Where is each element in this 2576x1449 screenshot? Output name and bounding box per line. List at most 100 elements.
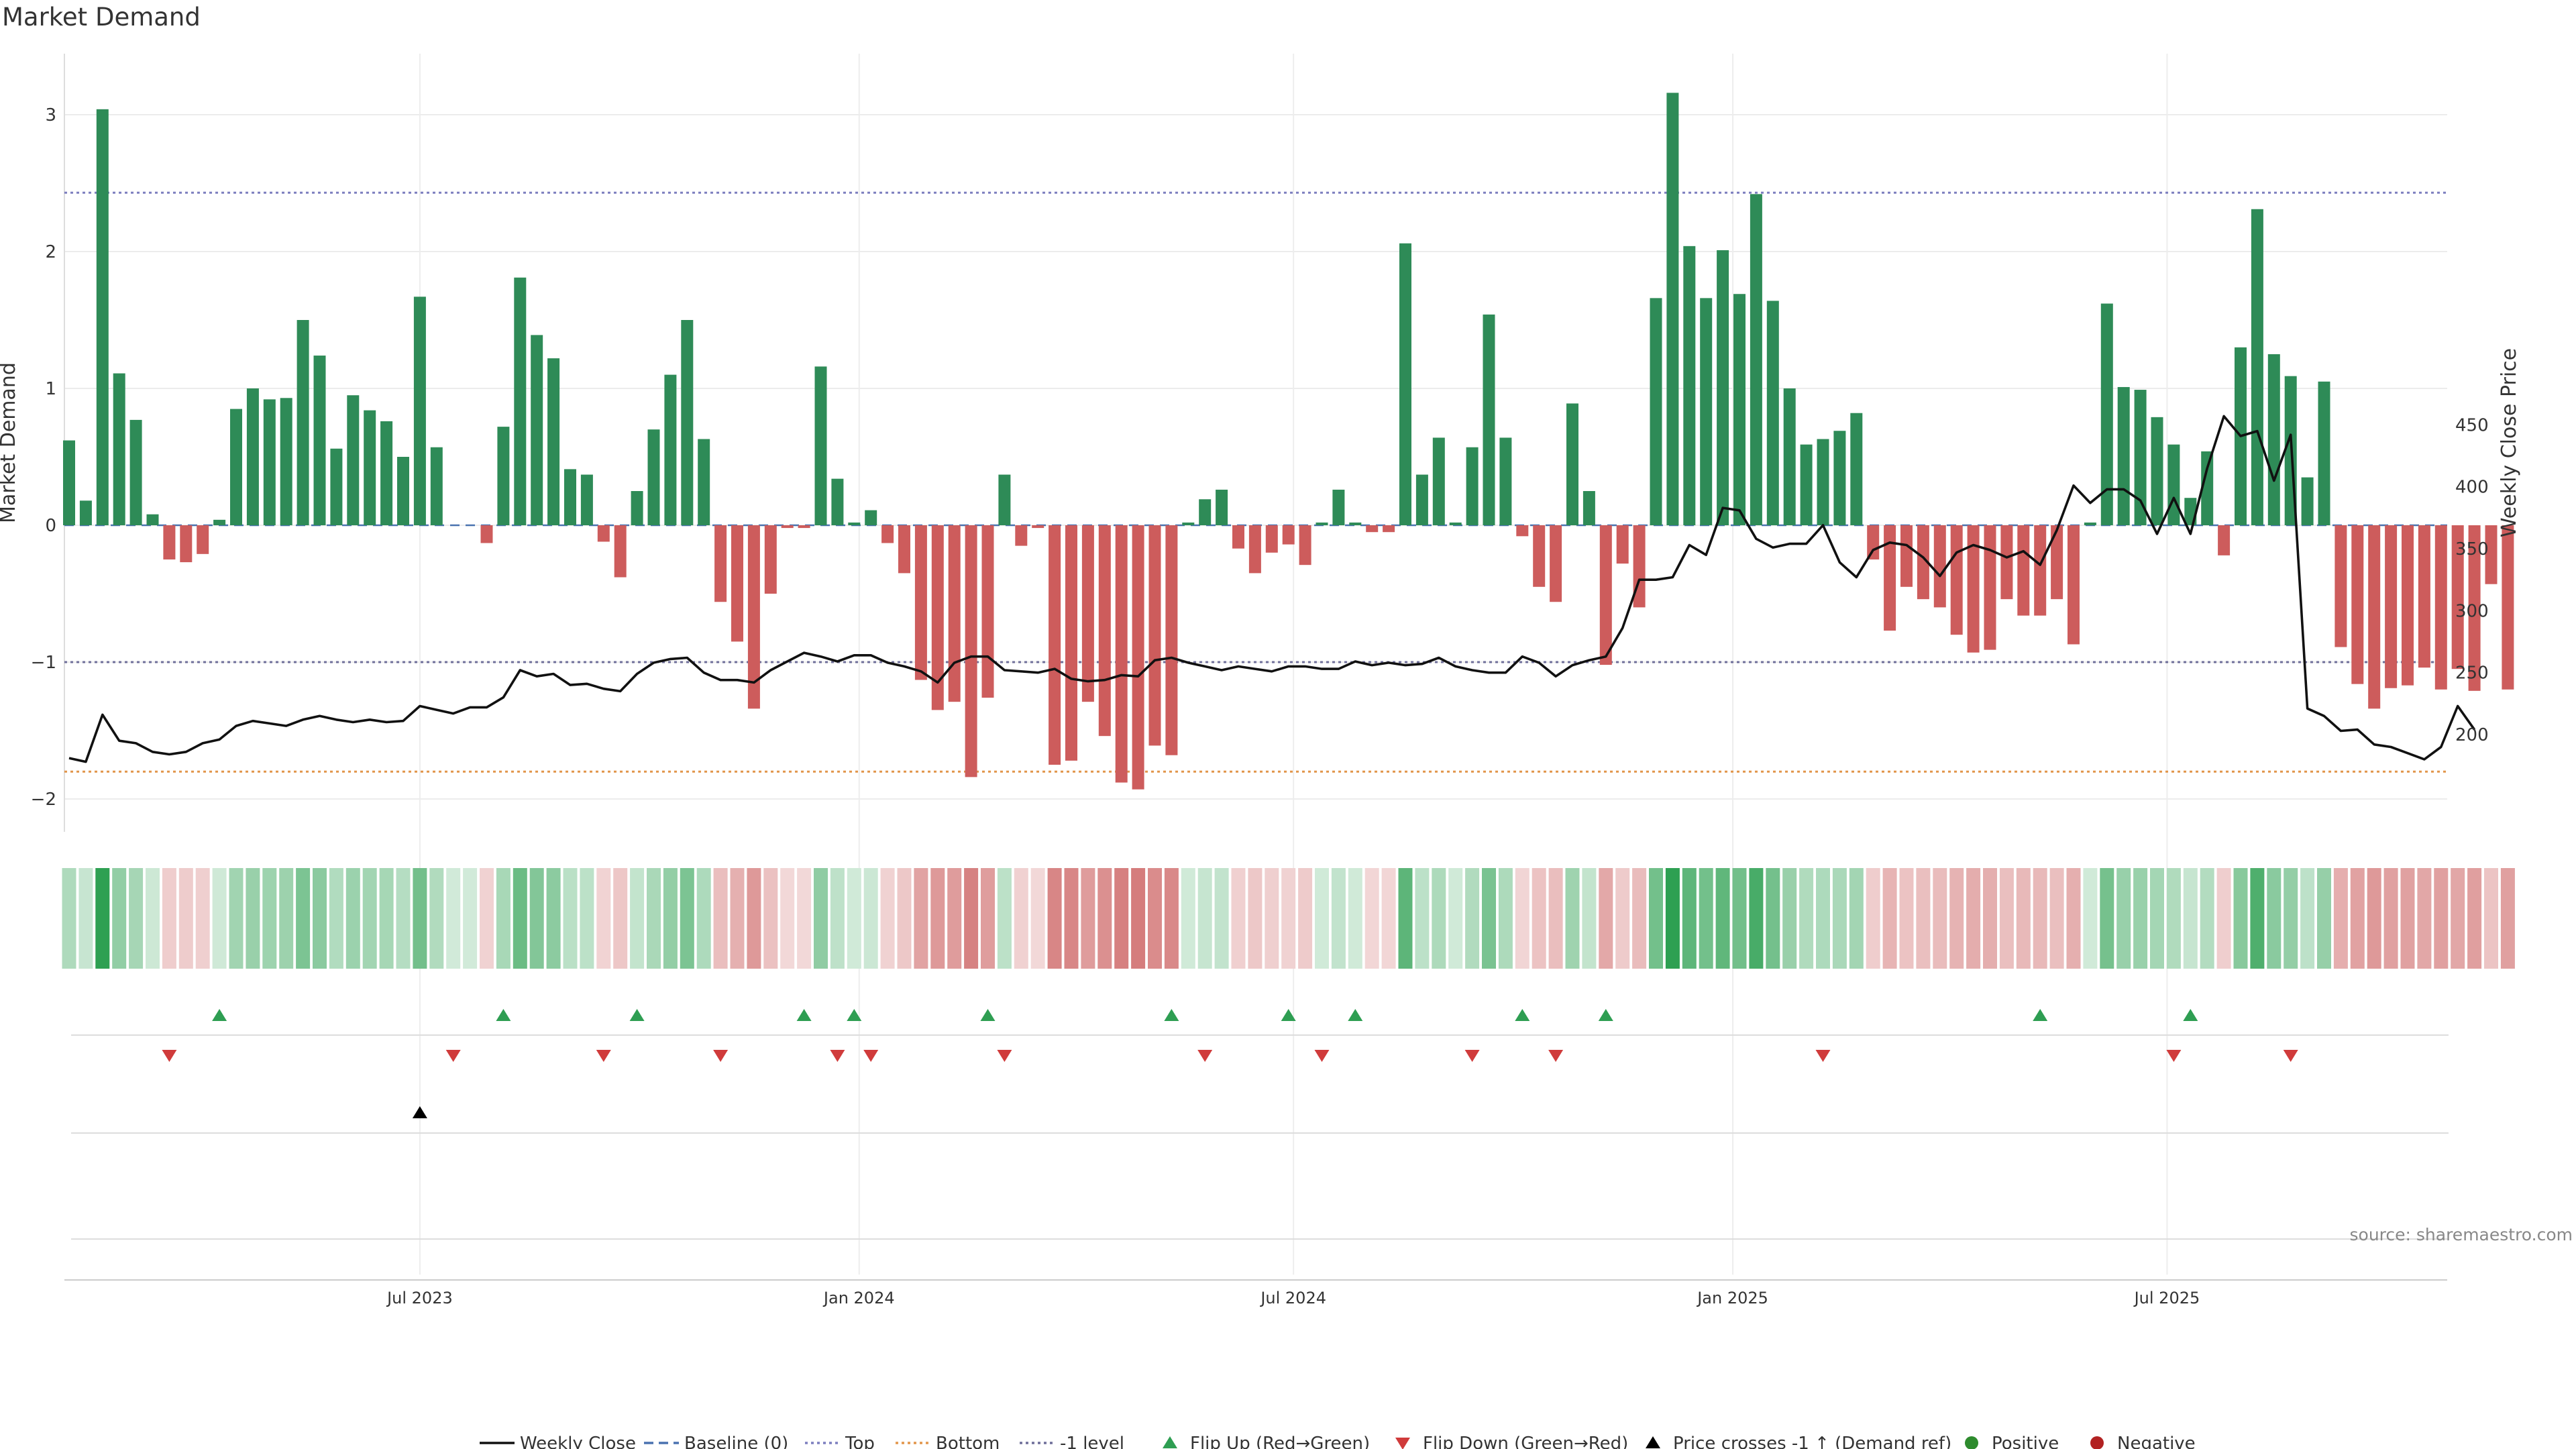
demand-bar (547, 358, 560, 525)
demand-bar (2051, 525, 2063, 600)
demand-bar (129, 419, 142, 525)
x-tick-label: Jan 2024 (822, 1289, 895, 1307)
heat-cell (1849, 868, 1864, 969)
x-axis: Jul 2023 Jan 2024 Jul 2024 Jan 2025 Jul 2025 (64, 1279, 2447, 1307)
demand-bar (497, 427, 510, 525)
demand-bar (1550, 525, 1562, 602)
heat-cell (1999, 868, 2014, 969)
heat-cell (1064, 868, 1079, 969)
demand-bar (230, 409, 242, 525)
demand-bar (1800, 444, 1813, 525)
legend-item: Baseline (0) (644, 1434, 788, 1449)
demand-bar (1750, 194, 1762, 525)
heat-cell (964, 868, 979, 969)
left-tick-label: 0 (45, 516, 56, 536)
demand-bar (197, 525, 209, 554)
demand-bar (1884, 525, 1896, 631)
heat-cell (1014, 868, 1028, 969)
demand-bar (1098, 525, 1111, 737)
demand-bar (2418, 525, 2430, 668)
heat-cell (1482, 868, 1496, 969)
demand-bar (1733, 294, 1746, 525)
legend-label: Price crosses -1 ↑ (Demand ref) (1673, 1434, 1951, 1449)
heat-cell (1649, 868, 1663, 969)
demand-bar (631, 491, 643, 525)
demand-bar (965, 525, 977, 777)
demand-bar (96, 109, 109, 526)
legend-label: Weekly Close (520, 1434, 636, 1449)
x-tick-label: Jul 2024 (1259, 1289, 1326, 1307)
heat-cell (1331, 868, 1346, 969)
heat-cell (1582, 868, 1597, 969)
heat-cell (2350, 868, 2365, 969)
heat-cell (1197, 868, 1212, 969)
demand-bar (1316, 522, 1328, 525)
heat-cell (2066, 868, 2081, 969)
heat-cell (2100, 868, 2114, 969)
demand-bar (1817, 439, 1829, 525)
demand-bar (2434, 525, 2447, 690)
legend-swatch (1646, 1436, 1660, 1448)
heat-cell (496, 868, 511, 969)
demand-bar (2151, 417, 2163, 525)
demand-bar (998, 474, 1011, 525)
demand-heat-strip (62, 868, 2515, 969)
heat-cell (1816, 868, 1830, 969)
heat-cell (663, 868, 678, 969)
heat-cell (2233, 868, 2248, 969)
demand-bar (1499, 437, 1512, 525)
heat-cell (563, 868, 578, 969)
heat-cell (1281, 868, 1296, 969)
heat-cell (1148, 868, 1162, 969)
demand-bar (1015, 525, 1028, 546)
heat-cell (1715, 868, 1730, 969)
demand-bar (1399, 243, 1411, 525)
heat-cell (1097, 868, 1112, 969)
demand-bar (681, 320, 694, 525)
heat-cell (880, 868, 895, 969)
demand-bar (2034, 525, 2047, 616)
demand-bar (1182, 522, 1195, 525)
demand-bar (2201, 451, 2214, 525)
heat-cell (680, 868, 694, 969)
heat-cell (1448, 868, 1463, 969)
demand-bar (781, 525, 794, 529)
heat-cell (1231, 868, 1246, 969)
demand-bar (848, 522, 861, 525)
demand-bar (764, 525, 777, 594)
demand-bar (931, 525, 944, 710)
demand-bar (1065, 525, 1077, 761)
heat-cell (1799, 868, 1814, 969)
flip-down-marker (863, 1050, 879, 1062)
heat-cell (546, 868, 561, 969)
right-tick-label: 200 (2455, 725, 2489, 745)
flip-down-marker (1815, 1050, 1831, 1062)
heat-cell (362, 868, 377, 969)
flip-up-marker (1164, 1009, 1179, 1021)
x-tick-label: Jul 2023 (386, 1289, 453, 1307)
heat-cell (2500, 868, 2515, 969)
demand-bar (614, 525, 627, 578)
demand-bar (380, 421, 393, 525)
heat-cell (580, 868, 594, 969)
heat-cell (1565, 868, 1580, 969)
legend-item: Price crosses -1 ↑ (Demand ref) (1646, 1434, 1951, 1449)
heat-cell (897, 868, 912, 969)
demand-bar (1483, 314, 1495, 525)
demand-bar (981, 525, 994, 698)
demand-bar (1717, 250, 1729, 525)
demand-bar (514, 277, 527, 525)
demand-bar (397, 457, 409, 525)
heat-cell (2200, 868, 2214, 969)
legend-item: Positive (1965, 1434, 2059, 1449)
heat-cell (2300, 868, 2315, 969)
demand-bar (798, 525, 810, 529)
demand-bar (1199, 499, 1212, 525)
flip-down-marker (1464, 1050, 1480, 1062)
flip-down-marker (713, 1050, 729, 1062)
demand-bar (2068, 525, 2080, 645)
demand-bar (1432, 437, 1445, 525)
legend-item: Negative (2090, 1434, 2196, 1449)
demand-bar (1683, 246, 1696, 525)
legend-label: Top (845, 1434, 875, 1449)
